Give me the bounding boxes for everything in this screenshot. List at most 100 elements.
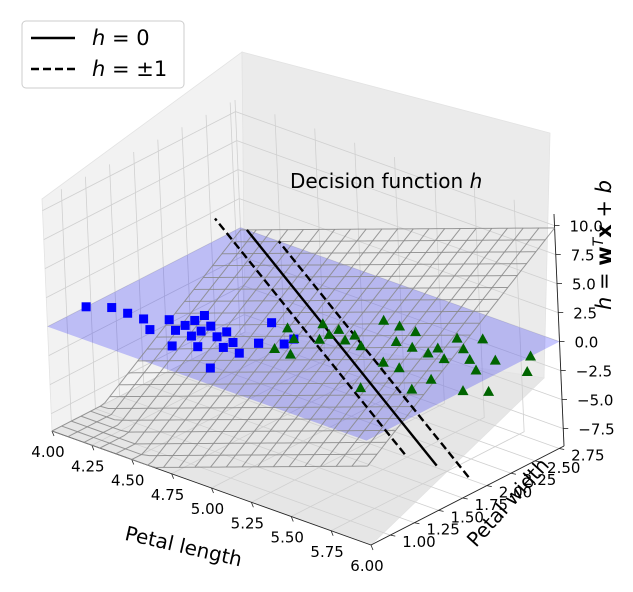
virginica-point-34 [339, 334, 351, 345]
annotation-text: Decision function [290, 169, 470, 193]
versicolor-point-24 [279, 339, 289, 349]
mesh-line-y-5 [100, 405, 415, 410]
mesh-line-y-1 [61, 425, 377, 457]
virginica-point-1 [269, 342, 281, 353]
versicolor-point-4 [180, 320, 190, 330]
versicolor-point-5 [186, 331, 196, 341]
virginica-point-25 [521, 366, 533, 377]
legend-label-dashed: h = ±1 [92, 57, 167, 81]
data-points [81, 302, 537, 396]
x-tick-mark-6 [290, 516, 294, 522]
virginica-point-16 [432, 342, 444, 353]
versicolor-point-22 [107, 303, 117, 313]
virginica-point-2 [313, 333, 325, 344]
grid-line-z-6 [43, 140, 556, 255]
y-tick-label-2: 1.50 [451, 508, 484, 526]
mesh-line-y-8 [128, 370, 443, 374]
virginica-point-5 [349, 329, 361, 340]
legend-dashed-var: h [92, 57, 105, 81]
mesh-line-y-4 [90, 410, 406, 421]
z-label-x: x [592, 224, 616, 238]
decision-plane-layer [47, 227, 560, 441]
versicolor-point-19 [234, 348, 244, 358]
y-axis-line [370, 445, 565, 546]
z-axis-line [553, 213, 565, 447]
mesh-line-y-0 [51, 430, 368, 468]
x-tick-label-4: 5.00 [191, 500, 224, 518]
x-tick-mark-4 [211, 487, 214, 494]
y-tick-mark-1 [414, 522, 420, 525]
grid-line-z-2 [48, 256, 561, 371]
x-tick-label-5: 5.25 [231, 514, 264, 532]
versicolor-point-2 [145, 325, 155, 335]
versicolor-point-11 [267, 318, 277, 328]
virginica-point-15 [422, 347, 434, 358]
grid-line-y-5 [181, 127, 512, 474]
y-tick-label-5: 2.25 [523, 471, 556, 489]
y-tick-label-6: 2.50 [547, 459, 580, 477]
x-tick-label-2: 4.50 [111, 472, 144, 490]
z-tick-label-1: −5.0 [577, 392, 613, 410]
grid-line-y-4 [157, 139, 487, 486]
y-tick-mark-3 [462, 497, 468, 500]
z-label-w: w [592, 246, 616, 265]
margin-line-h-minus-1 [214, 217, 406, 456]
virginica-point-6 [378, 314, 390, 325]
versicolor-point-20 [164, 315, 174, 325]
grid-line-z-1 [49, 285, 563, 400]
virginica-point-24 [525, 350, 537, 361]
virginica-point-8 [394, 320, 406, 331]
virginica-point-28 [477, 333, 489, 344]
grid-line-z-7 [42, 111, 555, 226]
versicolor-point-14 [205, 363, 215, 373]
y-tick-label-0: 1.00 [402, 533, 435, 551]
grid-line-z-5 [44, 169, 558, 284]
legend-solid-rest: = 0 [105, 26, 149, 50]
y-tick-mark-7 [559, 448, 565, 450]
x-axis-label: Petal length [123, 521, 245, 571]
x-tick-label-6: 5.50 [271, 529, 304, 547]
mesh-line-y-13 [175, 310, 490, 314]
x-tick-label-1: 4.25 [71, 457, 104, 475]
margin-line-h-plus-1 [277, 240, 470, 478]
mesh-line-y-3 [80, 415, 396, 433]
virginica-point-4 [333, 323, 345, 334]
virginica-point-18 [438, 353, 450, 364]
y-tick-label-3: 1.75 [475, 496, 508, 514]
virginica-point-31 [288, 333, 300, 344]
versicolor-point-10 [228, 338, 238, 347]
decision-function-annotation: Decision function h [290, 169, 482, 193]
x-tick-mark-5 [251, 502, 254, 508]
mesh-line-y-20 [240, 227, 555, 231]
legend: h = 0 h = ±1 [21, 20, 185, 89]
y-tick-mark-2 [438, 509, 444, 512]
versicolor-point-16 [190, 315, 200, 325]
x-tick-mark-3 [171, 473, 174, 479]
y-tick-mark-0 [390, 534, 396, 537]
versicolor-point-23 [199, 311, 209, 320]
x-tick-label-0: 4.00 [31, 443, 64, 461]
grid-line-z-4 [46, 198, 559, 313]
grid-line-z-0 [51, 314, 564, 429]
x-tick-label-8: 6.00 [350, 557, 383, 575]
grid-line-x-0 [51, 99, 246, 432]
grid-line-x-7 [330, 199, 525, 532]
grid-line-y-6 [205, 114, 536, 462]
z-label-eq: = [592, 266, 616, 297]
versicolor-point-17 [196, 326, 206, 336]
virginica-point-20 [464, 353, 476, 364]
y-tick-mark-4 [486, 485, 492, 487]
z-tick-label-3: 0.0 [575, 334, 599, 352]
versicolor-point-18 [218, 342, 228, 352]
grid-lines [42, 99, 565, 546]
z-label-t: T [591, 236, 607, 246]
virginica-point-13 [377, 356, 389, 367]
mesh-line-y-7 [119, 382, 434, 386]
x-tick-mark-8 [370, 544, 374, 551]
y-tick-mark-5 [510, 472, 517, 475]
grid-line-x-6 [291, 185, 485, 517]
legend-dashed-rest: = ±1 [105, 57, 167, 81]
virginica-point-27 [317, 318, 329, 329]
mesh-line-y-17 [212, 263, 527, 267]
